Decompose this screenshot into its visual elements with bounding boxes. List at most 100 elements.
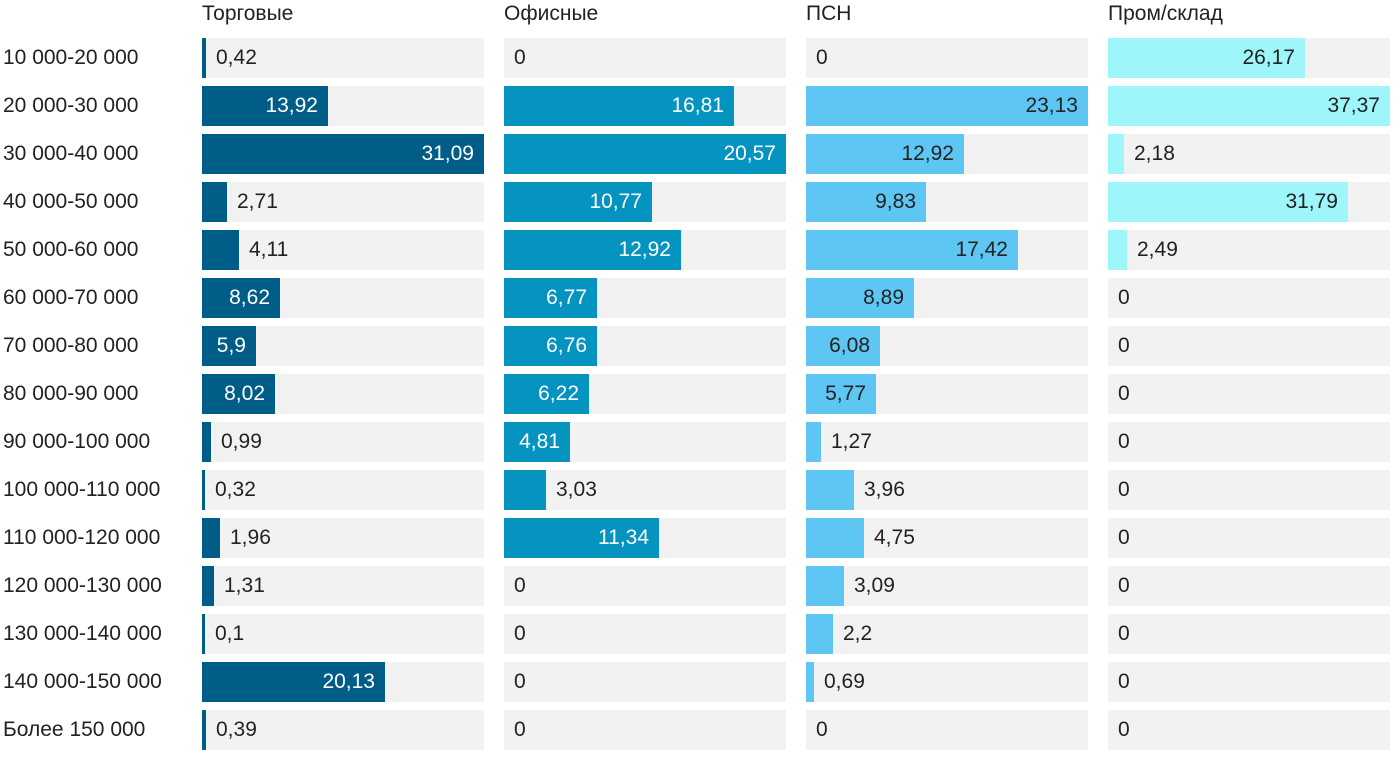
bar-track: 0,32 — [202, 470, 484, 510]
bar — [202, 422, 211, 462]
bar — [504, 518, 659, 558]
value-label: 3,96 — [864, 478, 905, 501]
bar-track: 31,79 — [1108, 182, 1390, 222]
value-label: 2,18 — [1134, 142, 1175, 165]
series-title: ПСН — [806, 2, 852, 25]
bar — [202, 374, 275, 414]
bar-track: 2,2 — [806, 614, 1088, 654]
value-label: 0 — [514, 574, 526, 597]
bar-track: 8,02 — [202, 374, 484, 414]
bar — [202, 326, 256, 366]
bar-track: 0 — [504, 38, 786, 78]
value-label: 0 — [1118, 334, 1130, 357]
bar-track: 3,03 — [504, 470, 786, 510]
bar-track: 11,34 — [504, 518, 786, 558]
bar-track: 0,39 — [202, 710, 484, 750]
value-label: 0 — [1118, 526, 1130, 549]
bar-track: 2,71 — [202, 182, 484, 222]
value-label: 5,77 — [825, 382, 866, 405]
category-label: 70 000-80 000 — [3, 334, 139, 357]
bar-track: 0 — [1108, 566, 1390, 606]
bar-track: 0 — [806, 38, 1088, 78]
value-label: 6,22 — [538, 382, 579, 405]
bar — [504, 470, 546, 510]
bar — [1108, 182, 1348, 222]
bar-track: 20,57 — [504, 134, 786, 174]
bar — [504, 422, 570, 462]
bar-track: 31,09 — [202, 134, 484, 174]
bar — [806, 278, 914, 318]
bar — [202, 182, 227, 222]
value-label: 11,34 — [598, 526, 649, 549]
bar — [1108, 230, 1127, 270]
value-label: 0 — [816, 718, 828, 741]
bar — [806, 182, 926, 222]
bar-track: 0 — [1108, 614, 1390, 654]
bar — [202, 566, 214, 606]
bar-track: 6,76 — [504, 326, 786, 366]
bar — [202, 518, 220, 558]
bar — [806, 134, 964, 174]
bar-track: 0 — [504, 662, 786, 702]
bar-track: 12,92 — [806, 134, 1088, 174]
bar-track: 0 — [1108, 470, 1390, 510]
bar-track: 0,1 — [202, 614, 484, 654]
bar — [202, 710, 206, 750]
bar — [504, 278, 597, 318]
bar — [202, 38, 206, 78]
value-label: 37,37 — [1327, 94, 1380, 117]
bar-track: 0 — [1108, 518, 1390, 558]
bar-track: 10,77 — [504, 182, 786, 222]
value-label: 0 — [1118, 430, 1130, 453]
category-label: 120 000-130 000 — [3, 574, 162, 597]
bar-track: 8,89 — [806, 278, 1088, 318]
value-label: 31,79 — [1285, 190, 1338, 213]
series-title: Пром/склад — [1108, 2, 1223, 25]
value-label: 0 — [816, 46, 828, 69]
bar-track: 5,77 — [806, 374, 1088, 414]
value-label: 1,31 — [224, 574, 265, 597]
value-label: 4,75 — [874, 526, 915, 549]
bar-track: 3,09 — [806, 566, 1088, 606]
category-label: 140 000-150 000 — [3, 670, 162, 693]
value-label: 0 — [514, 622, 526, 645]
value-label: 17,42 — [955, 238, 1008, 261]
bar-track: 0 — [504, 710, 786, 750]
value-label: 1,96 — [230, 526, 271, 549]
category-label: 130 000-140 000 — [3, 622, 162, 645]
bar-track: 6,77 — [504, 278, 786, 318]
category-label: 90 000-100 000 — [3, 430, 151, 453]
bar — [202, 662, 385, 702]
bar-track: 0 — [806, 710, 1088, 750]
value-label: 2,71 — [237, 190, 278, 213]
value-label: 20,57 — [723, 142, 776, 165]
bar — [504, 374, 589, 414]
bar-track: 8,62 — [202, 278, 484, 318]
value-label: 0,32 — [215, 478, 256, 501]
bar-track: 2,49 — [1108, 230, 1390, 270]
bar-track: 4,75 — [806, 518, 1088, 558]
category-label: 100 000-110 000 — [3, 478, 161, 501]
bar-track: 0 — [1108, 710, 1390, 750]
value-label: 0,69 — [824, 670, 865, 693]
bar — [504, 230, 681, 270]
category-label: 20 000-30 000 — [3, 94, 139, 117]
value-label: 16,81 — [671, 94, 724, 117]
value-label: 0 — [514, 670, 526, 693]
bar-track: 17,42 — [806, 230, 1088, 270]
value-label: 10,77 — [589, 190, 642, 213]
bar — [1108, 38, 1305, 78]
category-label: 40 000-50 000 — [3, 190, 139, 213]
value-label: 26,17 — [1242, 46, 1295, 69]
bar — [202, 230, 239, 270]
value-label: 0 — [1118, 574, 1130, 597]
bar-track: 6,22 — [504, 374, 786, 414]
bar-track: 16,81 — [504, 86, 786, 126]
bar — [202, 86, 328, 126]
bar — [1108, 86, 1390, 126]
value-label: 23,13 — [1025, 94, 1078, 117]
value-label: 0,42 — [216, 46, 257, 69]
value-label: 1,27 — [831, 430, 872, 453]
bar — [202, 470, 205, 510]
value-label: 4,81 — [519, 430, 560, 453]
